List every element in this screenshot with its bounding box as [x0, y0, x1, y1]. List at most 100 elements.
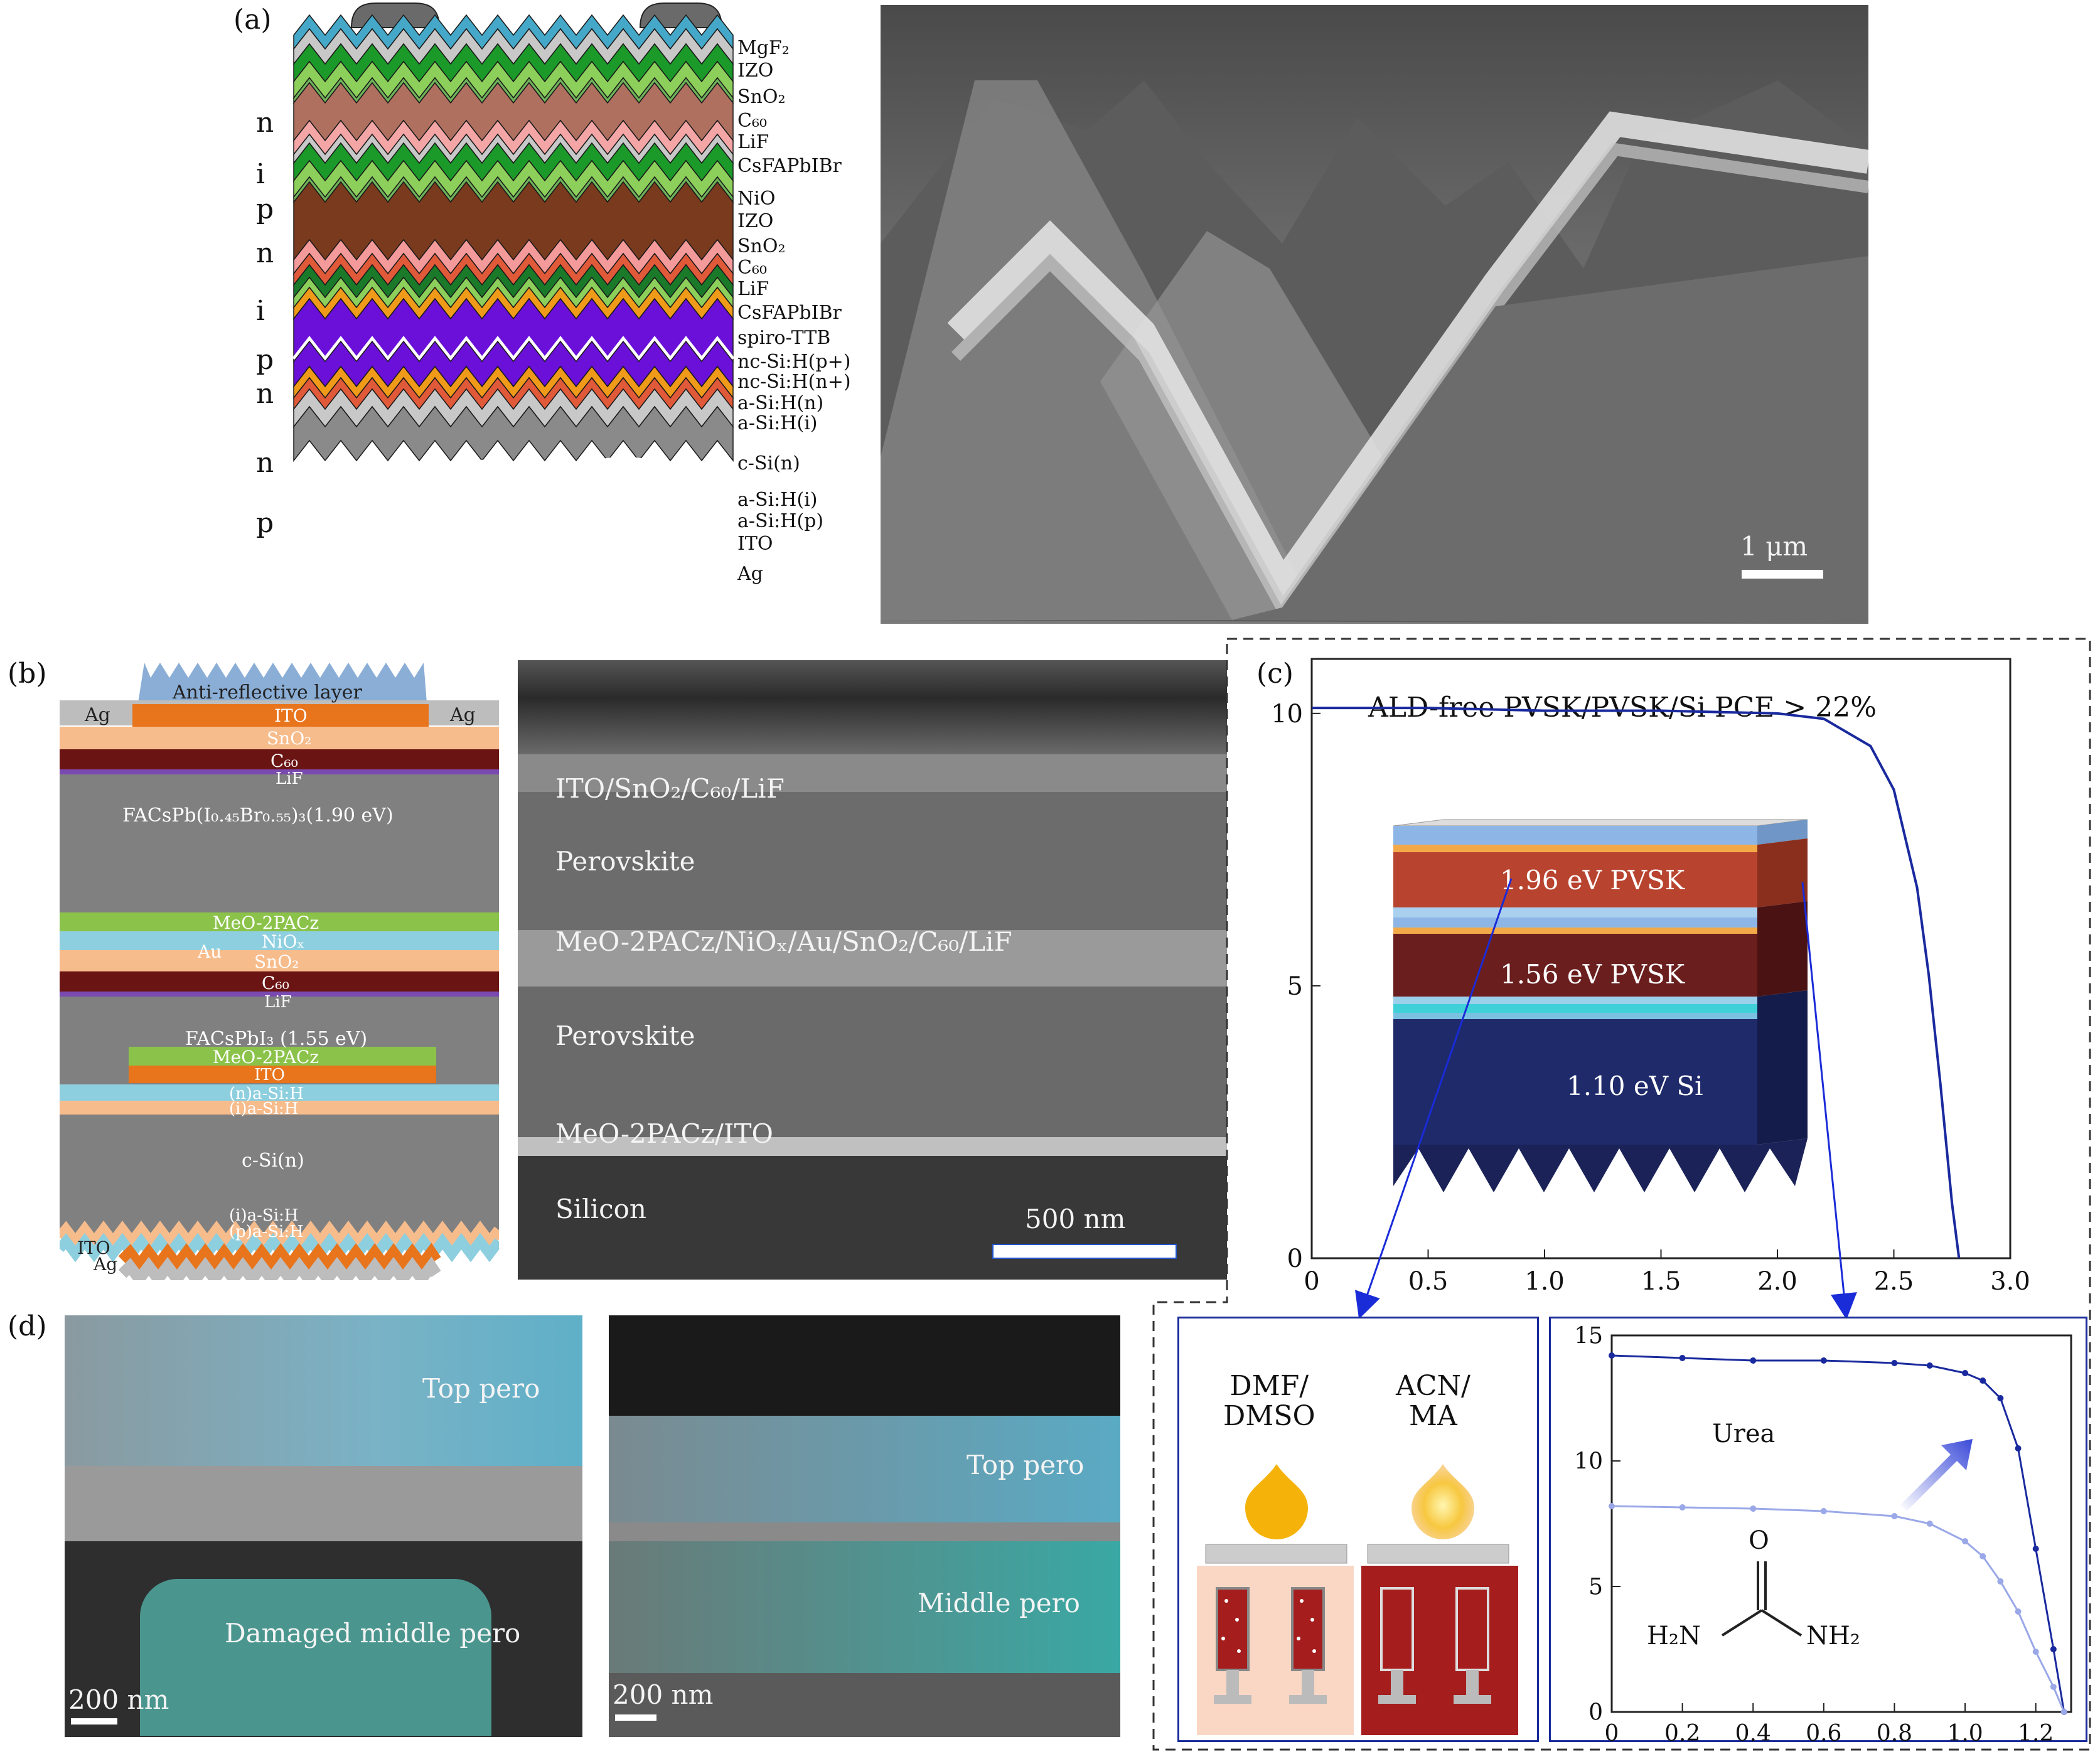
label-meo-top: MeO-2PACz	[213, 912, 319, 933]
layer-label-21: Ag	[737, 563, 763, 585]
sem-b-label-5: MeO-2PACz/ITO	[555, 1118, 773, 1149]
junction-tag-1: i	[256, 158, 265, 190]
x-tick-label: 3.0	[1990, 1267, 2030, 1296]
series-point-1	[2015, 1608, 2022, 1615]
scale-label-d-right: 200 nm	[613, 1679, 714, 1710]
layer-label-17: c-Si(n)	[737, 452, 800, 474]
layer-label-15: a-Si:H(n)	[737, 392, 824, 414]
label-c60-mid: C₆₀	[262, 973, 289, 993]
label-top-pvsk: FACsPb(I₀.₄₅Br₀.₅₅)₃(1.90 eV)	[122, 805, 394, 826]
junction-tag-5: p	[256, 344, 274, 376]
y-tick-label: 10	[1271, 700, 1303, 729]
sem-b-label-6: Silicon	[555, 1194, 646, 1224]
x-tick-label: 1.2	[2018, 1721, 2054, 1746]
y-tick-label: 10	[1574, 1449, 1603, 1475]
x-tick-label: 0.4	[1735, 1721, 1771, 1746]
y-tick-label: 0	[1588, 1700, 1603, 1726]
x-tick-label: 0	[1304, 1267, 1319, 1296]
series-line-1	[1611, 1505, 2065, 1713]
layer-label-3: C₆₀	[737, 110, 768, 132]
solvent-acn-ma: ACN/ MA	[1396, 1370, 1471, 1433]
d-left-damaged-middle: Damaged middle pero	[225, 1618, 521, 1649]
sem-image-a: 1 μm	[881, 5, 1868, 624]
urea-H2N: H₂N	[1647, 1622, 1701, 1650]
label-niox: NiOₓ	[262, 931, 305, 952]
junction-tag-3: n	[256, 237, 274, 269]
label-ag-right: Ag	[450, 704, 476, 726]
series-point-1	[1997, 1578, 2004, 1585]
solvent-dmf-dmso: DMF/ DMSO	[1223, 1370, 1315, 1433]
label-ito-bot: ITO	[77, 1238, 110, 1258]
series-point-1	[1679, 1504, 1686, 1511]
layer-label-16: a-Si:H(i)	[737, 412, 818, 434]
series-point-0	[1750, 1357, 1757, 1364]
sem-b-label-2: Perovskite	[555, 846, 695, 877]
x-tick-label: 0.6	[1806, 1721, 1841, 1746]
junction-tag-6: n	[256, 378, 274, 410]
y-tick-label: 5	[1588, 1575, 1603, 1600]
layer-label-13: nc-Si:H(p+)	[737, 351, 851, 373]
panel-a-label: (a)	[233, 4, 272, 36]
solvent-inset-box: DMF/ DMSO ACN/ MA	[1177, 1317, 1539, 1742]
urea-inset-box	[1549, 1317, 2087, 1742]
series-line-0	[1312, 707, 1961, 1259]
label-n-asi: (n)a-Si:H	[229, 1084, 304, 1103]
label-lif-mid: LiF	[264, 993, 292, 1012]
d-right-top-pero: Top pero	[967, 1450, 1085, 1480]
urea-label: Urea	[1712, 1420, 1776, 1448]
series-point-1	[1962, 1538, 1969, 1544]
label-i-asi-top: (i)a-Si:H	[229, 1099, 299, 1118]
sem-b-label-1: ITO/SnO₂/C₆₀/LiF	[555, 773, 785, 804]
layer-label-0: MgF₂	[737, 37, 790, 59]
series-point-0	[1997, 1395, 2004, 1401]
y-tick-label: 5	[1287, 972, 1303, 1001]
label-i-asi-bot: (i)a-Si:H	[229, 1206, 299, 1225]
panel-b-device-stack: Anti-reflective layer Ag Ag ITO SnO₂ C₆₀…	[60, 659, 499, 1280]
series-point-0	[1979, 1377, 1986, 1384]
series-point-0	[1891, 1360, 1898, 1366]
x-tick-label: 1.0	[1524, 1267, 1565, 1296]
d-left-top-pero: Top pero	[422, 1373, 540, 1404]
sem-b-label-4: Perovskite	[555, 1020, 695, 1051]
junction-tag-2: p	[256, 193, 274, 225]
layer-label-8: SnO₂	[737, 235, 786, 257]
series-point-1	[1750, 1505, 1757, 1512]
series-point-1	[1609, 1503, 1615, 1509]
jv-chart-urea: 0 0.2 0.4 0.6 0.8 1.0 1.2 0 5 10 15	[1574, 1324, 2072, 1746]
junction-tag-8: p	[256, 507, 274, 539]
x-tick-label: 1.5	[1641, 1267, 1681, 1296]
panel-a-layer-stack	[292, 3, 735, 476]
panel-b-label: (b)	[8, 658, 47, 690]
layer-label-14: nc-Si:H(n+)	[737, 371, 851, 393]
layer-label-7: IZO	[737, 210, 774, 232]
sem-image-d-left: Top pero Damaged middle pero 200 nm	[65, 1315, 582, 1737]
scale-bar-d-left	[71, 1718, 117, 1725]
junction-tag-7: n	[256, 447, 274, 479]
label-ag-bot: Ag	[94, 1254, 118, 1275]
scale-bar-a	[1742, 570, 1823, 579]
series-point-0	[1926, 1362, 1933, 1369]
scale-label-b: 500 nm	[1025, 1204, 1126, 1234]
series-line-0	[1611, 1354, 2065, 1713]
inset-label-196: 1.96 eV PVSK	[1500, 865, 1685, 896]
x-tick-label: 0.5	[1408, 1267, 1449, 1296]
sem-image-b: ITO/SnO₂/C₆₀/LiF Perovskite MeO-2PACz/Ni…	[518, 660, 1227, 1280]
series-point-0	[1679, 1355, 1686, 1361]
series-point-0	[1962, 1370, 1969, 1376]
label-csi: c-Si(n)	[242, 1150, 304, 1172]
label-c60-top: C₆₀	[271, 751, 298, 771]
d-right-middle-pero: Middle pero	[918, 1588, 1080, 1618]
scale-bar-b	[992, 1244, 1177, 1259]
series-point-1	[2032, 1649, 2039, 1655]
urea-NH2: NH₂	[1806, 1622, 1860, 1650]
layer-label-4: LiF	[737, 131, 769, 153]
junction-tag-4: i	[256, 295, 265, 327]
x-tick-label: 0	[1605, 1721, 1619, 1746]
layer-label-12: spiro-TTB	[737, 327, 831, 349]
series-point-1	[1820, 1508, 1827, 1514]
label-ito-top: ITO	[274, 705, 308, 726]
label-lif-top: LiF	[276, 769, 303, 788]
series-point-0	[2032, 1546, 2039, 1552]
series-point-0	[1609, 1352, 1615, 1359]
panel-c-label: (c)	[1256, 658, 1294, 690]
